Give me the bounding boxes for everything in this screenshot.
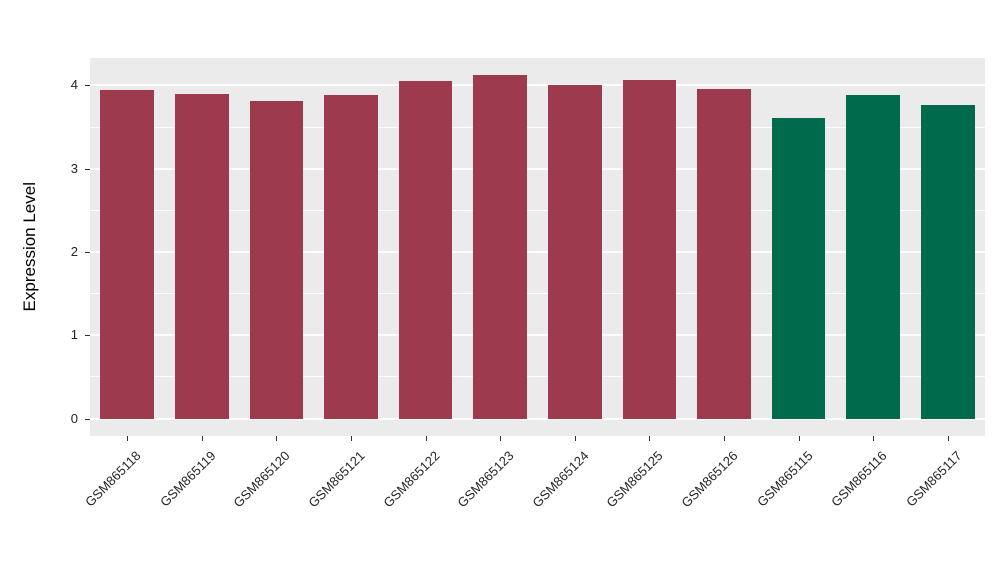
y-tick-mark: [85, 335, 90, 337]
bar-GSM865123: [473, 74, 528, 419]
x-tick-label-text: GSM865121: [305, 448, 368, 511]
bar-GSM865119: [175, 93, 229, 419]
bar-GSM865120: [249, 101, 304, 419]
minor-gridline: [90, 376, 985, 378]
x-tick-label-text: GSM865126: [678, 448, 741, 511]
bar-GSM865118: [100, 89, 155, 419]
bar-GSM865122: [398, 81, 453, 419]
bar-GSM865126: [697, 88, 751, 419]
y-tick-label: 0: [70, 410, 78, 426]
x-tick-mark: [723, 436, 725, 441]
x-tick-mark: [276, 436, 278, 441]
major-gridline: [90, 334, 985, 337]
x-tick-mark: [574, 436, 576, 441]
major-gridline: [90, 417, 985, 420]
x-tick-mark: [127, 436, 129, 441]
x-tick-mark: [500, 436, 502, 441]
x-tick-mark: [873, 436, 875, 441]
y-tick-label: 2: [70, 243, 78, 259]
x-tick-label-text: GSM865122: [380, 448, 443, 511]
minor-gridline: [90, 126, 985, 128]
major-gridline: [90, 84, 985, 87]
bar-GSM865116: [846, 94, 900, 419]
y-tick-label: 1: [70, 327, 78, 343]
x-tick-label-text: GSM865124: [529, 448, 592, 511]
y-tick-mark: [85, 251, 90, 253]
bar-GSM865125: [622, 80, 677, 419]
y-tick-mark: [85, 168, 90, 170]
major-gridline: [90, 250, 985, 253]
bar-GSM865117: [920, 105, 975, 419]
x-tick-label-text: GSM865120: [230, 448, 294, 511]
x-tick-label-text: GSM865118: [82, 448, 144, 510]
minor-gridline: [90, 293, 985, 295]
major-gridline: [90, 167, 985, 170]
x-tick-mark: [425, 436, 427, 441]
y-tick-label: 4: [70, 77, 78, 93]
bar-GSM865124: [547, 84, 602, 419]
x-tick-mark: [947, 436, 949, 441]
minor-gridline: [90, 209, 985, 211]
x-tick-label-text: GSM865123: [454, 448, 517, 511]
bar-GSM865121: [324, 94, 378, 419]
y-tick-mark: [85, 418, 90, 420]
x-tick-mark: [201, 436, 203, 441]
plot-panel: [90, 58, 985, 436]
y-tick-mark: [85, 85, 90, 87]
x-tick-label-text: GSM865119: [156, 448, 219, 510]
x-tick-label-text: GSM865125: [603, 448, 666, 511]
x-tick-mark: [649, 436, 651, 441]
x-tick-label-text: GSM865115: [753, 448, 816, 510]
x-tick-mark: [351, 436, 353, 441]
x-tick-mark: [798, 436, 800, 441]
y-tick-label: 3: [70, 160, 78, 176]
x-tick-label-text: GSM865117: [902, 448, 965, 510]
bar-GSM865115: [771, 117, 826, 419]
x-tick-label-text: GSM865116: [828, 448, 890, 510]
